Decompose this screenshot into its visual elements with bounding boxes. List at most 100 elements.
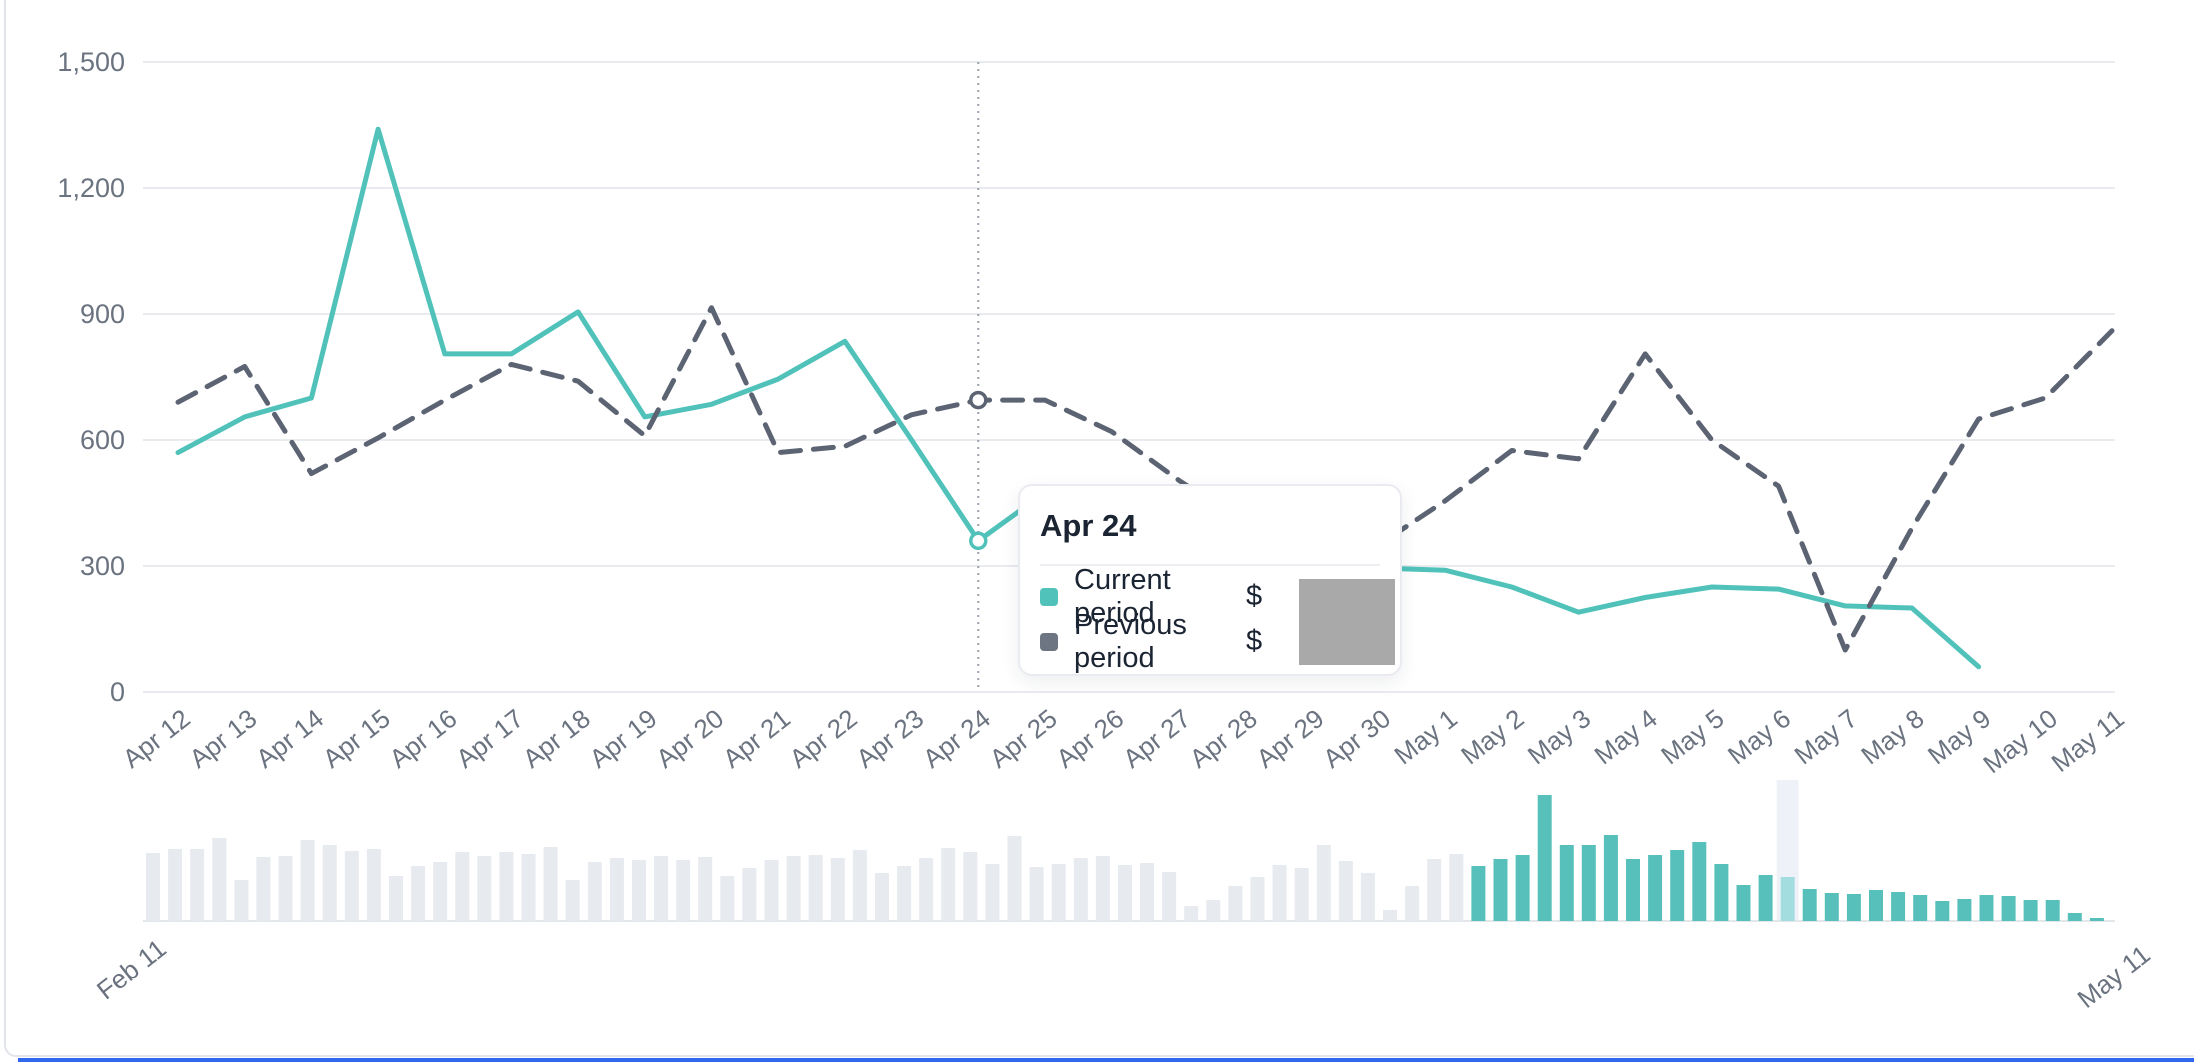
mini-bar[interactable]: [1272, 865, 1287, 921]
mini-bar[interactable]: [654, 856, 669, 921]
mini-bar[interactable]: [1073, 858, 1088, 921]
mini-bar[interactable]: [676, 860, 691, 921]
current-period-swatch-icon: [1040, 587, 1058, 606]
mini-bar[interactable]: [1294, 868, 1309, 921]
mini-bar[interactable]: [941, 848, 956, 921]
mini-bar[interactable]: [609, 858, 624, 921]
x-tick-label: Apr 16: [384, 703, 463, 774]
x-tick-label: May 5: [1655, 703, 1729, 770]
mini-bar[interactable]: [1206, 900, 1221, 921]
mini-bar[interactable]: [852, 850, 867, 921]
mini-bar[interactable]: [1316, 845, 1331, 921]
mini-bar[interactable]: [1736, 885, 1751, 921]
mini-bar[interactable]: [1360, 873, 1375, 921]
mini-bar[interactable]: [963, 852, 978, 921]
mini-bar[interactable]: [1869, 890, 1883, 921]
mini-bar[interactable]: [1957, 899, 1972, 921]
mini-bar[interactable]: [1714, 864, 1729, 921]
mini-bar[interactable]: [543, 847, 558, 921]
mini-bar[interactable]: [1029, 867, 1044, 921]
x-tick-label: May 4: [1589, 703, 1663, 770]
mini-bar[interactable]: [1118, 865, 1132, 921]
mini-bar[interactable]: [808, 855, 823, 921]
mini-bar[interactable]: [300, 840, 315, 921]
mini-bar[interactable]: [720, 876, 735, 921]
mini-bar[interactable]: [985, 864, 1000, 921]
mini-bar[interactable]: [1051, 864, 1066, 921]
y-tick-label: 0: [110, 677, 125, 707]
mini-bar[interactable]: [1891, 892, 1906, 921]
mini-bar[interactable]: [2067, 913, 2082, 921]
mini-bar[interactable]: [411, 866, 426, 921]
mini-bar[interactable]: [632, 860, 646, 921]
mini-bar[interactable]: [565, 880, 580, 921]
mini-bar[interactable]: [2089, 918, 2104, 921]
mini-bar[interactable]: [1780, 877, 1795, 921]
mini-bar[interactable]: [1758, 875, 1773, 921]
mini-bar[interactable]: [366, 849, 381, 921]
mini-bar[interactable]: [1935, 901, 1950, 921]
mini-bar[interactable]: [875, 873, 889, 921]
mini-bar[interactable]: [1471, 866, 1486, 921]
mini-bar[interactable]: [1670, 850, 1685, 921]
mini-bar[interactable]: [433, 862, 448, 921]
mini-bar[interactable]: [234, 880, 249, 921]
mini-bar[interactable]: [1007, 836, 1022, 921]
mini-bar[interactable]: [1427, 859, 1442, 921]
x-tick-label: Apr 13: [184, 703, 263, 774]
mini-bar[interactable]: [764, 860, 779, 921]
mini-bar[interactable]: [1515, 855, 1530, 921]
mini-bar[interactable]: [1979, 895, 1994, 921]
mini-bar[interactable]: [1802, 889, 1817, 921]
mini-bar[interactable]: [1537, 795, 1552, 921]
mini-bar[interactable]: [742, 868, 757, 921]
mini-bar[interactable]: [786, 856, 801, 921]
mini-bar[interactable]: [830, 858, 845, 921]
mini-bar[interactable]: [1603, 835, 1618, 921]
mini-bar[interactable]: [322, 845, 337, 921]
mini-bar[interactable]: [455, 852, 470, 921]
x-tick-label: Apr 15: [317, 703, 396, 774]
mini-bar[interactable]: [1383, 910, 1397, 921]
mini-bar[interactable]: [477, 856, 492, 921]
mini-bar[interactable]: [1405, 886, 1420, 921]
mini-bar[interactable]: [1824, 893, 1839, 921]
mini-bar[interactable]: [2001, 896, 2016, 921]
range-selector[interactable]: Feb 11 May 11: [91, 780, 2156, 1014]
mini-bar[interactable]: [919, 858, 934, 921]
mini-bar[interactable]: [698, 857, 713, 921]
mini-bar[interactable]: [897, 866, 912, 921]
mini-bar[interactable]: [1449, 854, 1464, 921]
mini-bar[interactable]: [1581, 845, 1596, 921]
mini-bar[interactable]: [344, 851, 359, 921]
mini-bar[interactable]: [389, 876, 403, 921]
mini-bar[interactable]: [1250, 877, 1265, 921]
mini-bar[interactable]: [521, 854, 536, 921]
mini-bar[interactable]: [256, 857, 271, 921]
mini-bar[interactable]: [1626, 859, 1640, 921]
mini-bar[interactable]: [1184, 906, 1199, 921]
mini-bar[interactable]: [2023, 900, 2038, 921]
mini-bar[interactable]: [1162, 872, 1177, 921]
mini-bar[interactable]: [1338, 861, 1353, 921]
mini-bar[interactable]: [1559, 845, 1574, 921]
mini-bar[interactable]: [499, 852, 514, 921]
mini-bar[interactable]: [190, 849, 205, 921]
mini-bar[interactable]: [168, 849, 183, 921]
mini-bar[interactable]: [1846, 894, 1861, 921]
mini-bar[interactable]: [1095, 856, 1110, 921]
mini-bar[interactable]: [587, 862, 602, 921]
mini-bar[interactable]: [1692, 842, 1707, 921]
x-tick-label: May 11: [2046, 703, 2130, 778]
mini-bar[interactable]: [1913, 895, 1928, 921]
mini-bar[interactable]: [2045, 900, 2060, 921]
mini-bar[interactable]: [278, 856, 293, 921]
mini-bar[interactable]: [1140, 863, 1154, 921]
mini-bar[interactable]: [146, 853, 160, 921]
mini-bar[interactable]: [1493, 859, 1508, 921]
mini-bar[interactable]: [1648, 855, 1663, 921]
mini-bar[interactable]: [212, 838, 227, 921]
mini-bar[interactable]: [1228, 886, 1243, 921]
